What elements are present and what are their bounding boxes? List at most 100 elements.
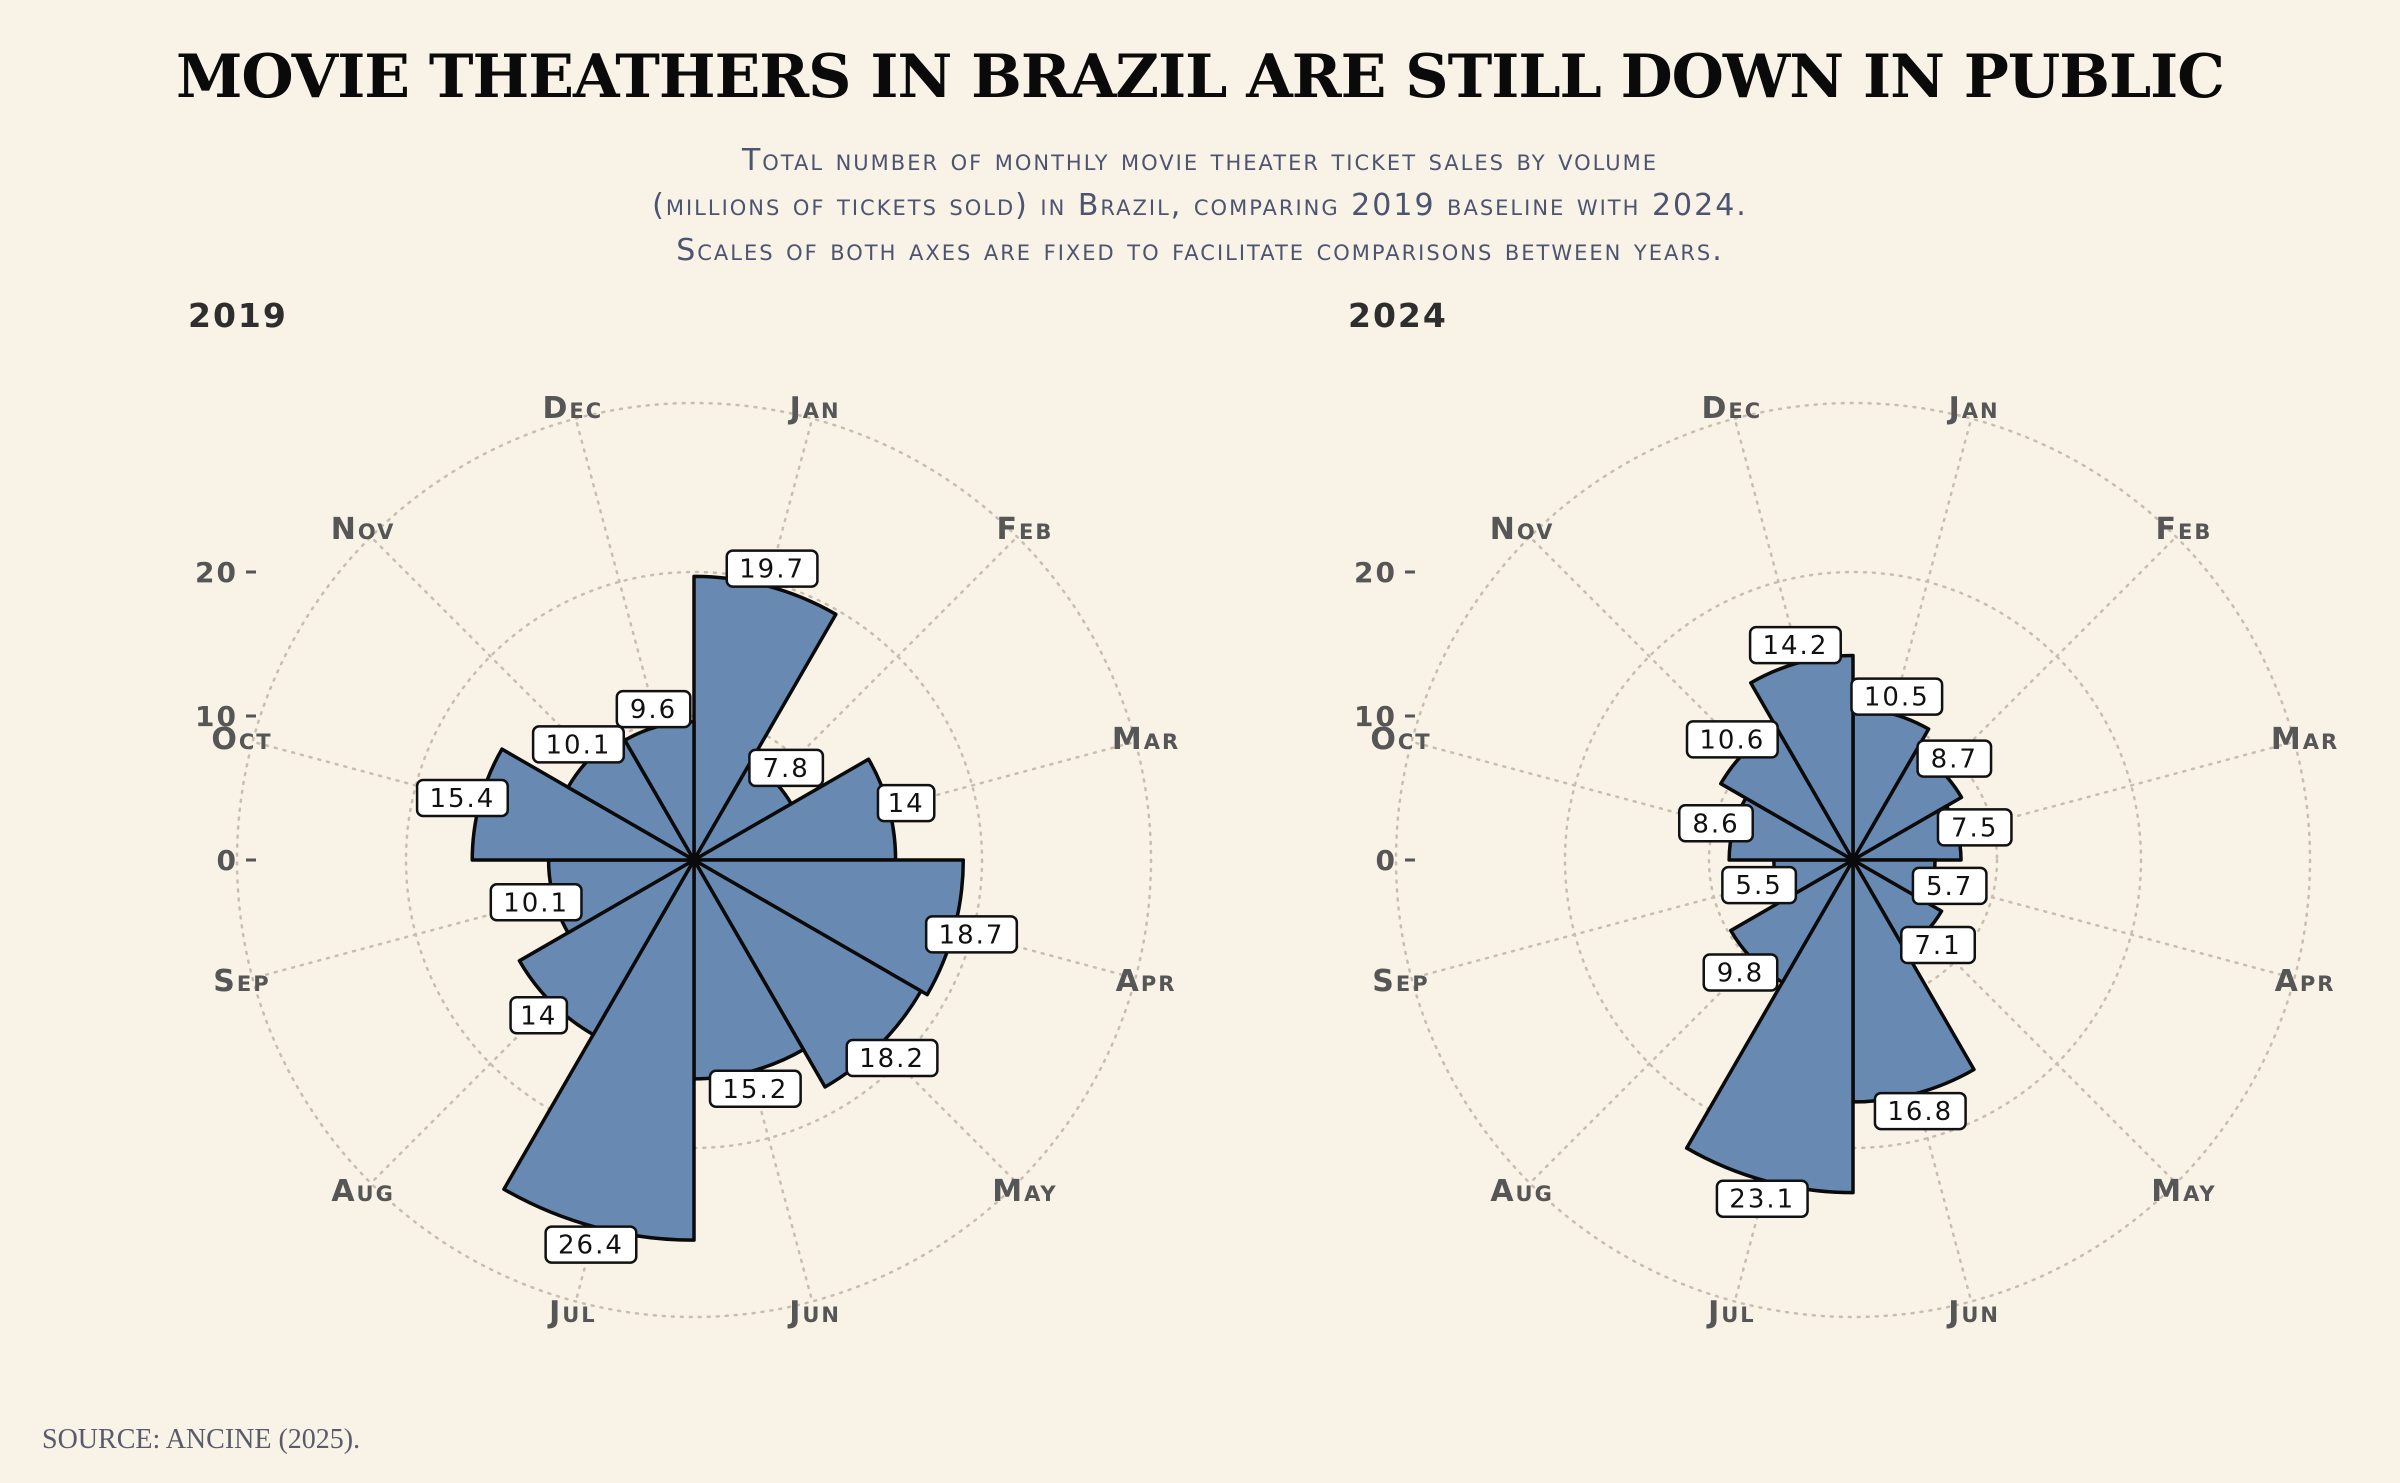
svg-text:9.8: 9.8 [1717,959,1764,989]
grid-spoke [692,858,814,1303]
grid-spoke [574,417,696,862]
svg-text:5.5: 5.5 [1735,871,1782,901]
svg-text:7.5: 7.5 [1951,813,1998,843]
grid-spoke [1528,535,1855,862]
value-label-jun: 16.8 [1873,1091,1967,1131]
grid-spoke [369,858,696,1185]
month-label-mar: Mar [1112,722,1180,757]
subtitle-line-2: (millions of tickets sold) in Brazil, co… [652,188,1748,223]
center-point [1847,854,1859,866]
radial-tick-label: 10 [1354,700,1397,733]
month-label-apr: Apr [1116,964,1177,999]
grid-spoke [1528,858,1855,1185]
svg-text:10.6: 10.6 [1699,725,1765,755]
value-label-sep: 10.1 [489,883,583,922]
svg-text:14: 14 [888,789,925,819]
svg-text:15.2: 15.2 [722,1075,788,1105]
value-label-feb: 7.8 [748,748,825,788]
center-point [688,854,700,866]
month-label-nov: Nov [331,512,396,547]
chart-title: MOVIE THEATHERS IN BRAZIL ARE STILL DOWN… [176,42,2225,112]
radial-tick-label: 0 [1376,844,1397,877]
svg-text:18.2: 18.2 [859,1044,925,1074]
month-label-feb: Feb [2155,512,2212,547]
grid-circle-outer [235,401,1153,1319]
grid-spoke [251,858,696,980]
value-label-jan: 10.5 [1850,677,1944,716]
svg-text:7.1: 7.1 [1914,931,1961,961]
grid-spoke [692,858,1019,1185]
value-label-feb: 8.7 [1916,739,1993,778]
source-note: SOURCE: ANCINE (2025). [42,1424,361,1455]
svg-text:26.4: 26.4 [558,1231,624,1261]
month-label-jul: Jul [1706,1295,1756,1330]
value-label-aug: 14 [509,996,569,1035]
value-label-apr: 18.7 [924,915,1019,954]
month-label-sep: Sep [1372,964,1429,999]
value-label-dec: 14.2 [1748,625,1842,665]
month-label-apr: Apr [2275,964,2336,999]
grid-spoke [1733,858,1855,1303]
grid-spoke [1410,740,1855,862]
value-label-may: 18.2 [845,1038,939,1078]
radial-tick-label: 10 [195,700,238,733]
svg-text:16.8: 16.8 [1887,1097,1953,1127]
month-label-aug: Aug [1490,1174,1554,1209]
value-label-nov: 10.1 [531,725,626,764]
svg-text:8.7: 8.7 [1931,745,1978,775]
grid-spoke [1851,740,2296,862]
value-label-mar: 14 [876,783,936,823]
grid-spoke [1733,417,1855,862]
value-label-jun: 15.2 [708,1069,802,1109]
value-label-sep: 5.5 [1721,865,1798,905]
grid-circle-outer [1394,401,2312,1319]
svg-text:10.1: 10.1 [503,888,569,918]
svg-text:5.7: 5.7 [1926,872,1973,902]
month-label-jan: Jan [1947,391,2000,426]
grid-spoke [1851,417,1973,862]
svg-text:7.8: 7.8 [762,754,809,784]
radial-tick-label: 0 [217,844,238,877]
svg-text:19.7: 19.7 [739,555,805,585]
svg-text:8.6: 8.6 [1692,809,1739,839]
svg-text:10.5: 10.5 [1864,683,1930,713]
grid-spoke [692,858,1137,980]
subtitle-line-3: Scales of both axes are fixed to facilit… [676,233,1724,268]
month-label-jun: Jun [1946,1295,2000,1330]
value-label-aug: 9.8 [1702,953,1779,992]
radial-tick-label: 20 [1354,556,1397,589]
grid-spoke [251,740,696,862]
grid-spoke [369,535,696,862]
svg-text:23.1: 23.1 [1729,1185,1795,1215]
grid-spoke [692,740,1137,862]
grid-spoke [1851,858,2178,1185]
month-label-mar: Mar [2271,722,2339,757]
month-label-nov: Nov [1490,512,1555,547]
month-label-dec: Dec [543,391,604,426]
month-label-feb: Feb [996,512,1053,547]
month-label-jan: Jan [788,391,841,426]
month-label-jun: Jun [787,1295,841,1330]
polar-chart-2019: 19.7 7.8 14 18.7 18.2 15.2 26.4 14 10.1 15.4 10.1 9… [195,391,1180,1330]
grid-spoke [1851,858,1973,1303]
value-label-jan: 19.7 [725,549,819,588]
month-label-jul: Jul [547,1295,597,1330]
month-label-dec: Dec [1702,391,1763,426]
value-label-oct: 15.4 [415,778,509,818]
value-label-mar: 7.5 [1936,808,2013,847]
value-label-jul: 26.4 [544,1225,638,1264]
svg-text:10.1: 10.1 [545,730,611,760]
grid-spoke [692,417,814,862]
subtitle-line-1: Total number of monthly movie theater ti… [741,143,1659,178]
svg-text:9.6: 9.6 [630,695,677,725]
grid-spoke [692,535,1019,862]
svg-text:18.7: 18.7 [939,920,1005,950]
value-label-apr: 5.7 [1911,866,1988,906]
value-label-oct: 8.6 [1678,804,1754,843]
value-label-dec: 9.6 [615,689,692,729]
month-label-may: May [992,1174,1057,1209]
month-label-aug: Aug [331,1174,395,1209]
month-label-oct: Oct [211,722,272,757]
value-label-may: 7.1 [1900,925,1977,965]
